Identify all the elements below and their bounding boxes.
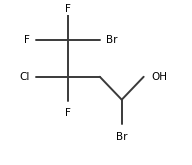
Text: Br: Br [106,35,117,45]
Text: OH: OH [151,72,167,82]
Text: Cl: Cl [20,72,30,82]
Text: F: F [65,4,71,14]
Text: Br: Br [116,132,127,142]
Text: F: F [65,108,71,118]
Text: F: F [24,35,30,45]
